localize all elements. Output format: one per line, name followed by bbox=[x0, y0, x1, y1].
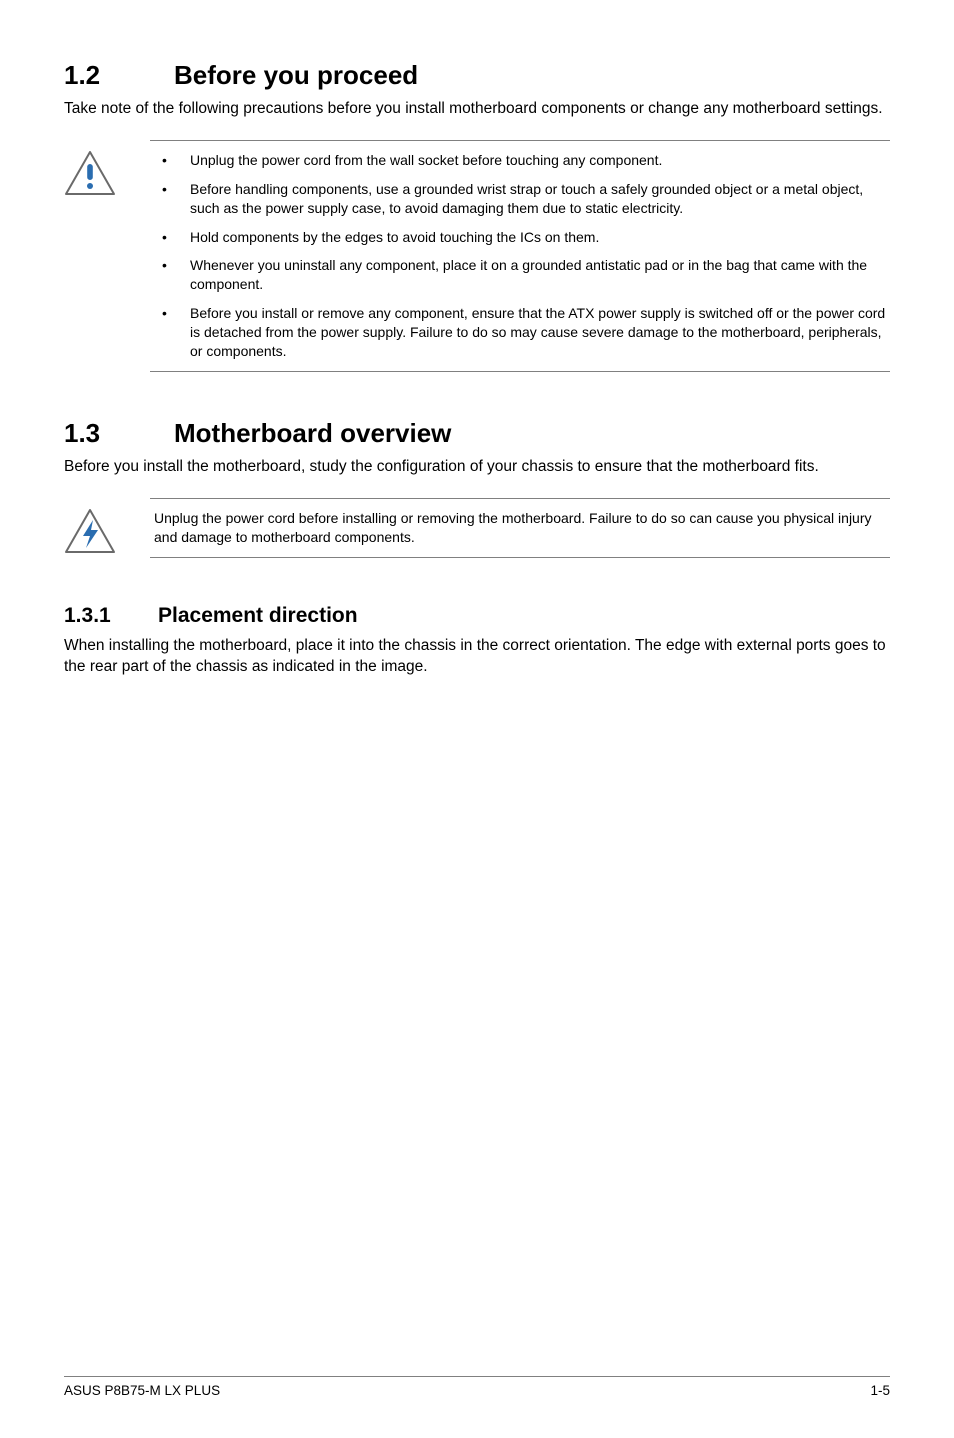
list-text: Hold components by the edges to avoid to… bbox=[190, 228, 886, 247]
intro-1-3-1: When installing the motherboard, place i… bbox=[64, 636, 890, 678]
heading-1-3-1: 1.3.1Placement direction bbox=[64, 604, 890, 628]
list-text: Unplug the power cord from the wall sock… bbox=[190, 151, 886, 170]
heading-title: Before you proceed bbox=[174, 60, 418, 90]
heading-1-2: 1.2Before you proceed bbox=[64, 60, 890, 91]
heading-title: Placement direction bbox=[158, 604, 358, 627]
bullet: • bbox=[154, 228, 190, 247]
caution-callout: •Unplug the power cord from the wall soc… bbox=[64, 140, 890, 372]
list-text: Before you install or remove any compone… bbox=[190, 304, 886, 361]
danger-icon bbox=[64, 498, 150, 558]
danger-box: Unplug the power cord before installing … bbox=[150, 498, 890, 558]
footer-left: ASUS P8B75-M LX PLUS bbox=[64, 1383, 220, 1398]
intro-1-3: Before you install the motherboard, stud… bbox=[64, 457, 890, 478]
list-text: Before handling components, use a ground… bbox=[190, 180, 886, 218]
danger-text: Unplug the power cord before installing … bbox=[154, 509, 886, 547]
list-text: Whenever you uninstall any component, pl… bbox=[190, 256, 886, 294]
caution-icon bbox=[64, 140, 150, 372]
heading-number: 1.3.1 bbox=[64, 604, 158, 628]
caution-box: •Unplug the power cord from the wall soc… bbox=[150, 140, 890, 372]
heading-number: 1.3 bbox=[64, 418, 174, 449]
intro-1-2: Take note of the following precautions b… bbox=[64, 99, 890, 120]
heading-1-3: 1.3Motherboard overview bbox=[64, 418, 890, 449]
page-footer: ASUS P8B75-M LX PLUS 1-5 bbox=[64, 1376, 890, 1398]
heading-title: Motherboard overview bbox=[174, 418, 451, 448]
bullet: • bbox=[154, 151, 190, 170]
danger-callout: Unplug the power cord before installing … bbox=[64, 498, 890, 558]
bullet: • bbox=[154, 180, 190, 218]
list-item: •Before handling components, use a groun… bbox=[154, 180, 886, 218]
footer-right: 1-5 bbox=[870, 1383, 890, 1398]
caution-list: •Unplug the power cord from the wall soc… bbox=[154, 151, 886, 361]
bullet: • bbox=[154, 256, 190, 294]
list-item: •Hold components by the edges to avoid t… bbox=[154, 228, 886, 247]
list-item: •Before you install or remove any compon… bbox=[154, 304, 886, 361]
list-item: •Whenever you uninstall any component, p… bbox=[154, 256, 886, 294]
bullet: • bbox=[154, 304, 190, 361]
heading-number: 1.2 bbox=[64, 60, 174, 91]
list-item: •Unplug the power cord from the wall soc… bbox=[154, 151, 886, 170]
